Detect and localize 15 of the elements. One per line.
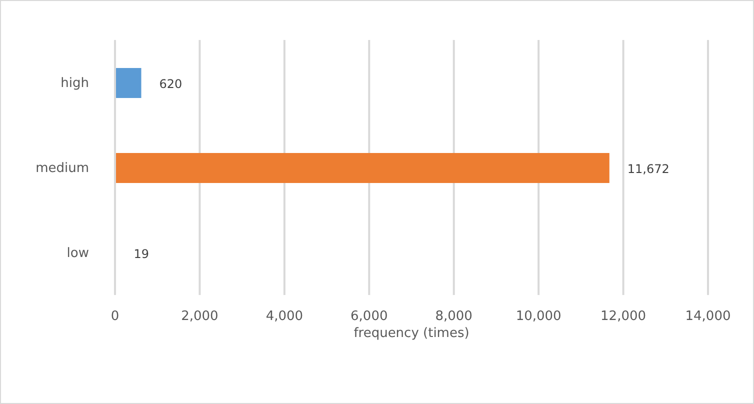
- data-label: 19: [134, 247, 150, 261]
- x-tick-label: 8,000: [435, 309, 472, 324]
- data-label: 620: [159, 77, 182, 91]
- x-tick-label: 2,000: [181, 309, 218, 324]
- x-tick-label: 4,000: [266, 309, 304, 324]
- y-tick-label: medium: [36, 161, 89, 176]
- x-tick-label: 0: [110, 309, 120, 324]
- x-tick-label: 12,000: [600, 309, 646, 324]
- y-tick-label: low: [66, 246, 90, 262]
- x-axis-title: frequency (times): [354, 326, 470, 341]
- data-label: 11,672: [627, 162, 670, 176]
- x-tick-label: 6,000: [350, 309, 388, 324]
- x-tick-label: 14,000: [685, 309, 731, 324]
- y-tick-label: high: [60, 76, 89, 92]
- x-tick-label: 10,000: [516, 309, 562, 324]
